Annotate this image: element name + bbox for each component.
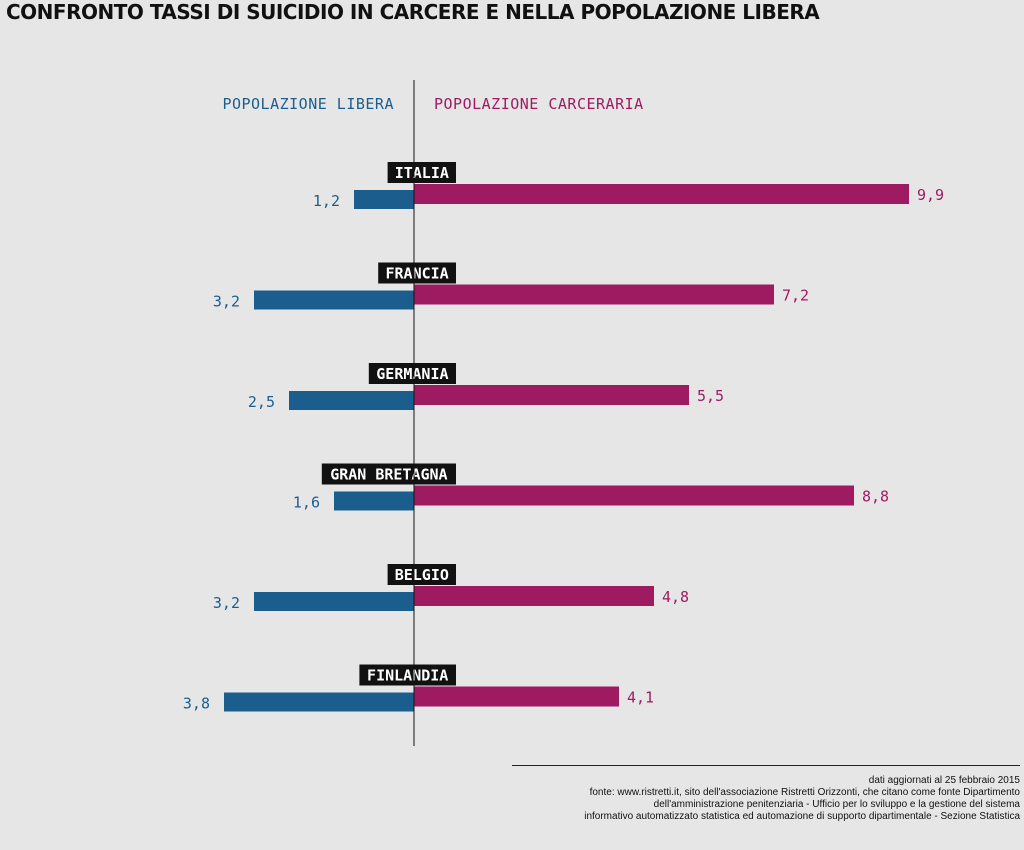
bar-carceraria bbox=[414, 686, 619, 707]
bar-carceraria bbox=[414, 284, 774, 305]
bar-carceraria bbox=[414, 385, 689, 405]
bar-libera bbox=[254, 592, 414, 611]
value-label-libera: 3,2 bbox=[213, 594, 240, 612]
value-label-carceraria: 5,5 bbox=[697, 387, 724, 405]
value-label-carceraria: 7,2 bbox=[782, 287, 809, 305]
value-label-libera: 1,2 bbox=[313, 192, 340, 210]
bar-libera bbox=[224, 692, 414, 712]
country-label-box bbox=[378, 262, 456, 284]
legend-carceraria: POPOLAZIONE CARCERARIA bbox=[434, 95, 644, 113]
bar-carceraria bbox=[414, 485, 854, 506]
bar-libera bbox=[289, 391, 414, 410]
country-label-box bbox=[387, 564, 456, 585]
value-label-carceraria: 9,9 bbox=[917, 186, 944, 204]
value-label-libera: 2,5 bbox=[248, 393, 275, 411]
country-label: BELGIO bbox=[395, 566, 449, 584]
value-label-libera: 3,2 bbox=[213, 293, 240, 311]
country-label: FINLANDIA bbox=[367, 667, 448, 685]
country-label: ITALIA bbox=[395, 164, 449, 182]
chart-title: CONFRONTO TASSI DI SUICIDIO IN CARCERE E… bbox=[6, 0, 820, 24]
legend-libera: POPOLAZIONE LIBERA bbox=[222, 95, 394, 113]
country-label-box bbox=[387, 162, 456, 183]
source-note: dati aggiornati al 25 febbraio 2015 font… bbox=[500, 775, 1020, 823]
footer-rule bbox=[512, 765, 1020, 766]
country-label-box bbox=[368, 363, 456, 384]
diverging-bar-chart: 1,2 9,9 ITALIA 3,2 7,2 FRANCIA 2,5 5,5 GERMANIA 1… bbox=[183, 80, 944, 746]
value-label-carceraria: 8,8 bbox=[862, 488, 889, 506]
bar-libera bbox=[334, 491, 414, 511]
country-label-box bbox=[321, 463, 456, 485]
value-label-libera: 1,6 bbox=[293, 494, 320, 512]
footer-line-source: fonte: www.ristretti.it, sito dell'assoc… bbox=[589, 787, 1020, 798]
country-label-box bbox=[359, 664, 456, 686]
footer-line-dap: dell'amministrazione penitenziaria - Uff… bbox=[653, 799, 1020, 810]
country-label: FRANCIA bbox=[385, 265, 448, 283]
value-label-libera: 3,8 bbox=[183, 695, 210, 713]
bar-libera bbox=[354, 190, 414, 209]
value-label-carceraria: 4,1 bbox=[627, 689, 654, 707]
bar-carceraria bbox=[414, 184, 909, 204]
footer-line-date: dati aggiornati al 25 febbraio 2015 bbox=[868, 775, 1020, 786]
country-label: GERMANIA bbox=[376, 365, 448, 383]
bar-libera bbox=[254, 290, 414, 310]
footer-line-section: informativo automatizzato statistica ed … bbox=[584, 811, 1020, 822]
bar-carceraria bbox=[414, 586, 654, 606]
value-label-carceraria: 4,8 bbox=[662, 588, 689, 606]
country-label: GRAN BRETAGNA bbox=[330, 466, 447, 484]
